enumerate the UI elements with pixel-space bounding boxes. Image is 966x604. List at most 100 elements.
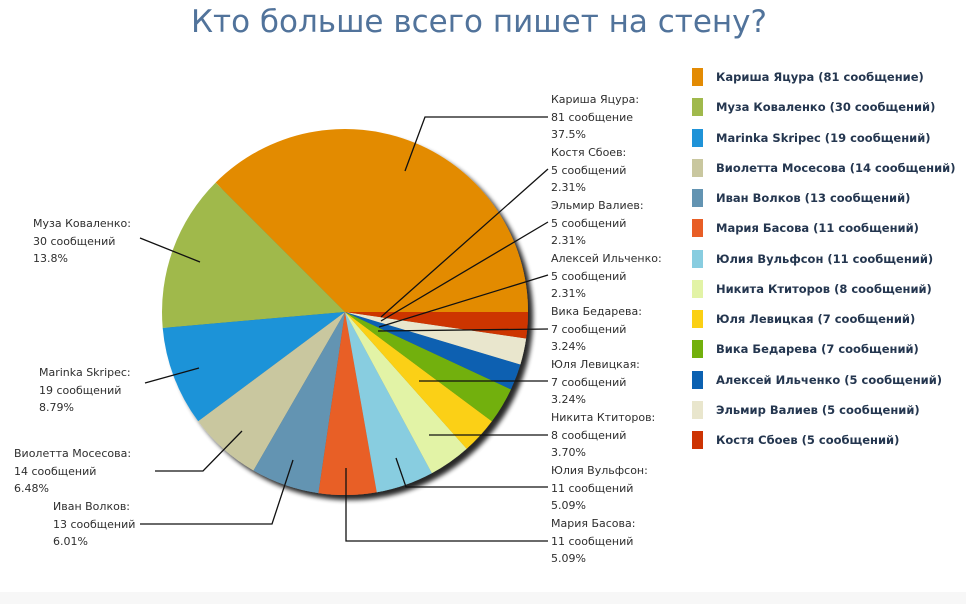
label-percent: 8.79% (39, 401, 74, 414)
label-name: Никита Ктиторов: (551, 411, 656, 424)
pie-slice (345, 312, 492, 449)
legend-item: Юля Левицкая (7 сообщений) (692, 304, 962, 334)
label-count: 13 сообщений (53, 517, 136, 531)
label-count: 19 сообщений (39, 383, 122, 397)
label-percent: 2.31% (551, 181, 586, 194)
data-label-elmir: Эльмир Валиев: 5 сообщений 2.31% (551, 197, 644, 250)
legend-label: Юля Левицкая (7 сообщений) (716, 312, 916, 327)
pie-slice (318, 312, 377, 495)
legend-swatch (692, 279, 703, 298)
pie-slice (215, 129, 528, 312)
legend-label: Кариша Яцура (81 сообщение) (716, 70, 924, 85)
label-count: 5 сообщений (551, 216, 627, 230)
legend-swatch (692, 68, 703, 87)
legend-swatch (692, 189, 703, 208)
legend-item: Вика Бедарева (7 сообщений) (692, 334, 962, 364)
label-percent: 6.48% (14, 482, 49, 495)
data-label-yuliya: Юлия Вульфсон: 11 сообщений 5.09% (551, 462, 648, 515)
legend-item: Эльмир Валиев (5 сообщений) (692, 395, 962, 425)
legend: Кариша Яцура (81 сообщение) Муза Ковален… (692, 62, 962, 455)
pie-slice (161, 182, 345, 328)
label-count: 5 сообщений (551, 163, 627, 177)
label-count: 5 сообщений (551, 269, 627, 283)
legend-label: Костя Сбоев (5 сообщений) (716, 433, 900, 448)
label-name: Кариша Яцура: (551, 93, 640, 106)
legend-swatch (692, 431, 703, 450)
leader-line (378, 274, 549, 328)
legend-item: Костя Сбоев (5 сообщений) (692, 425, 962, 455)
legend-swatch (692, 340, 703, 359)
label-count: 7 сообщений (551, 375, 627, 389)
legend-label: Иван Волков (13 сообщений) (716, 191, 911, 206)
pie-slice (253, 312, 345, 494)
label-name: Муза Коваленко: (33, 217, 131, 230)
pie-slice (345, 312, 432, 493)
label-name: Юля Левицкая: (551, 358, 640, 371)
label-count: 81 сообщение (551, 110, 634, 124)
leader-line (345, 468, 548, 542)
legend-swatch (692, 249, 703, 268)
pie-slice (345, 312, 528, 339)
legend-swatch (692, 400, 703, 419)
legend-item: Виолетта Мосесова (14 сообщений) (692, 153, 962, 183)
leader-lines (139, 116, 549, 542)
legend-label: Мария Басова (11 сообщений) (716, 221, 919, 236)
leader-line (144, 367, 200, 384)
data-label-yulya: Юля Левицкая: 7 сообщений 3.24% (551, 356, 640, 409)
label-name: Виолетта Мосесова: (14, 447, 132, 460)
label-percent: 37.5% (551, 128, 586, 141)
leader-line (395, 457, 548, 488)
legend-swatch (692, 219, 703, 238)
data-label-muza: Муза Коваленко: 30 сообщений 13.8% (33, 215, 131, 268)
legend-label: Алексей Ильченко (5 сообщений) (716, 372, 943, 387)
label-percent: 5.09% (551, 552, 586, 565)
leader-line (380, 221, 549, 322)
label-count: 8 сообщений (551, 428, 627, 442)
legend-swatch (692, 128, 703, 147)
legend-label: Вика Бедарева (7 сообщений) (716, 342, 919, 357)
bottom-band (0, 592, 966, 604)
legend-item: Иван Волков (13 сообщений) (692, 183, 962, 213)
legend-label: Никита Ктиторов (8 сообщений) (716, 281, 932, 296)
label-count: 30 сообщений (33, 234, 116, 248)
label-name: Костя Сбоев: (551, 146, 627, 159)
leader-line (155, 430, 243, 472)
legend-item: Кариша Яцура (81 сообщение) (692, 62, 962, 92)
legend-label: Юлия Вульфсон (11 сообщений) (716, 251, 934, 266)
legend-swatch (692, 310, 703, 329)
data-label-ivan: Иван Волков: 13 сообщений 6.01% (53, 498, 135, 551)
legend-item: Алексей Ильченко (5 сообщений) (692, 365, 962, 395)
label-percent: 13.8% (33, 252, 68, 265)
label-percent: 3.24% (551, 340, 586, 353)
legend-swatch (692, 98, 703, 117)
legend-item: Никита Ктиторов (8 сообщений) (692, 274, 962, 304)
legend-item: Юлия Вульфсон (11 сообщений) (692, 244, 962, 274)
pie-slice (198, 312, 345, 471)
label-percent: 6.01% (53, 535, 88, 548)
label-percent: 2.31% (551, 287, 586, 300)
label-count: 11 сообщений (551, 481, 634, 495)
leader-line (380, 168, 549, 318)
data-label-vika: Вика Бедарева: 7 сообщений 3.24% (551, 303, 642, 356)
data-label-karisha: Кариша Яцура: 81 сообщение 37.5% (551, 91, 639, 144)
label-percent: 3.70% (551, 446, 586, 459)
pie-slice (345, 312, 511, 422)
label-name: Юлия Вульфсон: (551, 464, 648, 477)
data-label-mariya: Мария Басова: 11 сообщений 5.09% (551, 515, 635, 568)
label-count: 7 сообщений (551, 322, 627, 336)
label-percent: 3.24% (551, 393, 586, 406)
pie-slice (345, 312, 527, 365)
leader-line (377, 328, 549, 332)
data-label-violetta: Виолетта Мосесова: 14 сообщений 6.48% (14, 445, 131, 498)
label-count: 14 сообщений (14, 464, 97, 478)
label-percent: 2.31% (551, 234, 586, 247)
chart-title: Кто больше всего пишет на стену? (191, 4, 767, 40)
label-name: Иван Волков: (53, 500, 131, 513)
label-count: 11 сообщений (551, 534, 634, 548)
leader-line (139, 237, 201, 263)
pie-slices (161, 129, 528, 495)
label-name: Вика Бедарева: (551, 305, 642, 318)
leader-line (404, 116, 548, 172)
legend-label: Муза Коваленко (30 сообщений) (716, 100, 936, 115)
legend-label: Эльмир Валиев (5 сообщений) (716, 402, 920, 417)
